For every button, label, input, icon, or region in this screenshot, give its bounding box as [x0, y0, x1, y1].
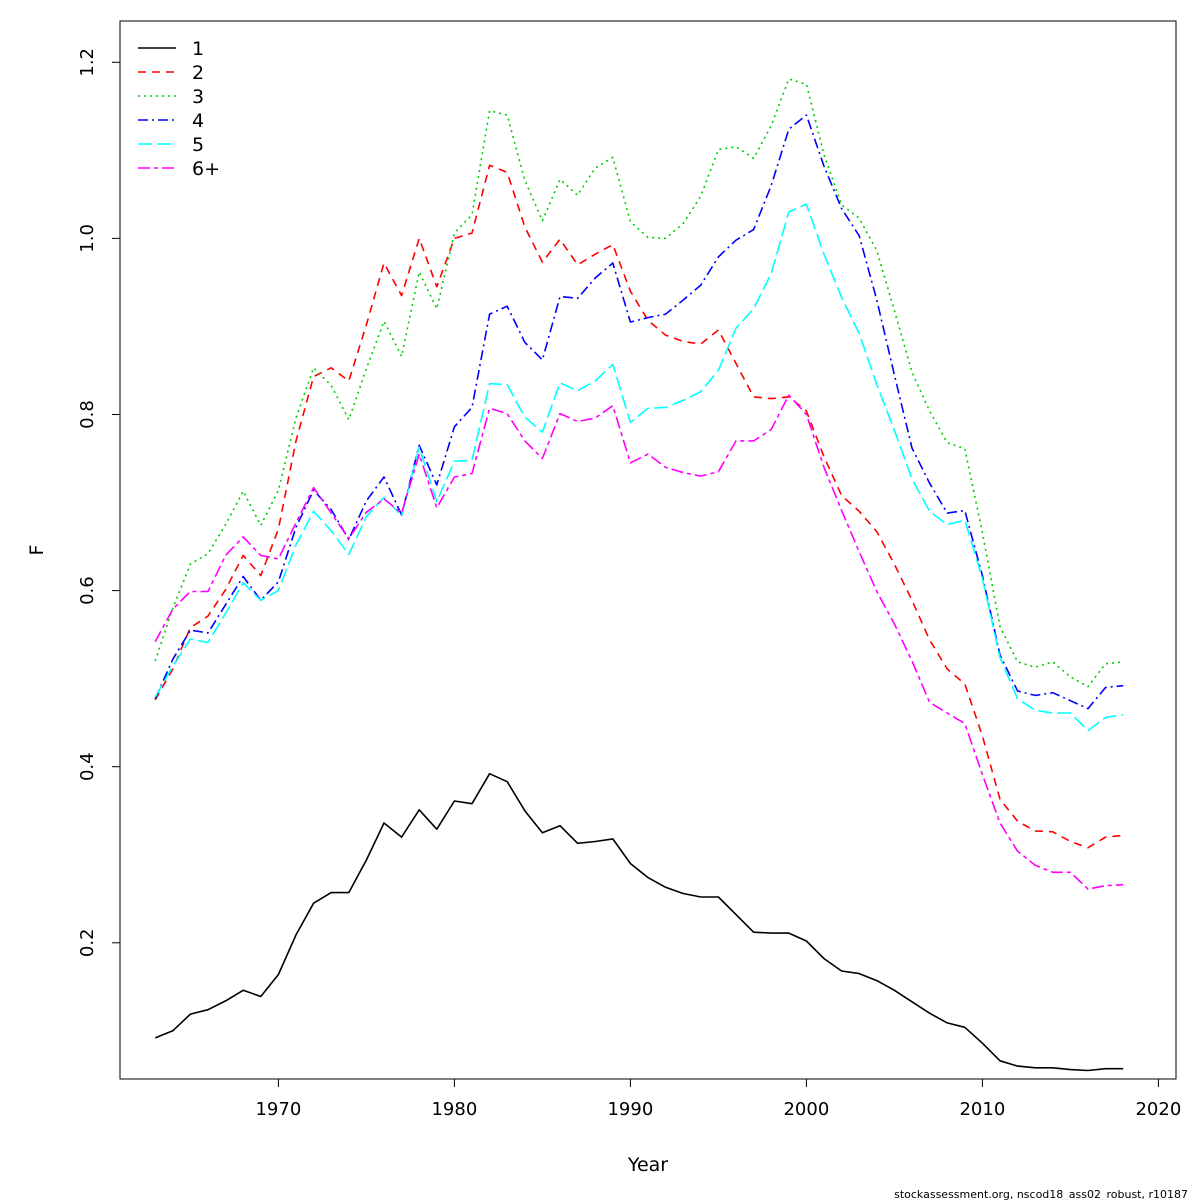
legend-label: 1 — [192, 38, 204, 60]
y-axis-title: F — [26, 545, 48, 556]
y-tick-label: 0.8 — [77, 400, 98, 429]
series-line-6plus — [154, 394, 1124, 890]
x-tick-label: 2000 — [783, 1099, 829, 1120]
series-line-2 — [154, 164, 1124, 849]
y-tick-label: 0.6 — [77, 576, 98, 605]
series-line-3 — [154, 78, 1124, 688]
legend-label: 3 — [192, 86, 204, 108]
y-axis: 0.2 0.4 0.6 0.8 1.0 1.2 — [77, 48, 121, 957]
legend-label: 4 — [192, 110, 204, 132]
x-tick-label: 1970 — [255, 1099, 301, 1120]
x-tick-label: 1990 — [607, 1099, 653, 1120]
series-line-4 — [154, 114, 1124, 710]
series-layer — [154, 78, 1124, 1072]
x-tick-label: 2020 — [1135, 1099, 1181, 1120]
y-tick-label: 0.2 — [77, 928, 98, 957]
series-line-1 — [154, 772, 1124, 1072]
legend-label: 2 — [192, 62, 204, 84]
y-tick-label: 0.4 — [77, 752, 98, 781]
plot-frame — [119, 20, 1177, 1080]
legend-label: 5 — [192, 134, 204, 156]
y-tick-label: 1.2 — [77, 48, 98, 77]
footer-credit: stockassessment.org, nscod18_ass02_robus… — [894, 1188, 1188, 1200]
series-line-5 — [154, 203, 1124, 732]
x-tick-label: 2010 — [959, 1099, 1005, 1120]
x-axis: 1970 1980 1990 2000 2010 2020 — [255, 1078, 1181, 1120]
x-tick-label: 1980 — [431, 1099, 477, 1120]
y-tick-label: 1.0 — [77, 224, 98, 253]
x-axis-title: Year — [627, 1154, 668, 1176]
legend-label: 6+ — [192, 158, 220, 180]
